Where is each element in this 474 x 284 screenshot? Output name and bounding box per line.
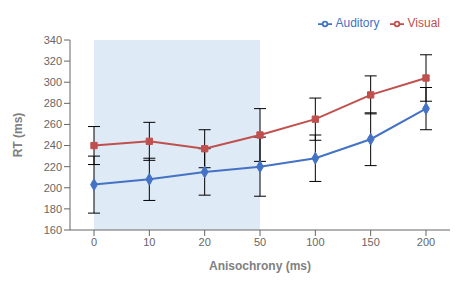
svg-text:200: 200 [44,182,62,194]
svg-text:RT (ms): RT (ms) [11,113,25,158]
svg-text:200: 200 [417,236,435,248]
svg-text:0: 0 [91,236,97,248]
svg-text:50: 50 [254,236,266,248]
svg-text:280: 280 [44,97,62,109]
svg-text:100: 100 [306,236,324,248]
svg-text:340: 340 [44,34,62,46]
svg-text:220: 220 [44,161,62,173]
svg-text:160: 160 [44,224,62,236]
svg-text:Anisochrony (ms): Anisochrony (ms) [209,259,311,273]
svg-text:240: 240 [44,139,62,151]
svg-text:260: 260 [44,118,62,130]
svg-text:150: 150 [361,236,379,248]
html-text:Visual: Visual [407,16,440,30]
html-text:Auditory: Auditory [335,16,380,30]
svg-text:180: 180 [44,203,62,215]
svg-text:10: 10 [143,236,155,248]
svg-text:300: 300 [44,76,62,88]
svg-text:320: 320 [44,55,62,67]
svg-text:20: 20 [199,236,211,248]
